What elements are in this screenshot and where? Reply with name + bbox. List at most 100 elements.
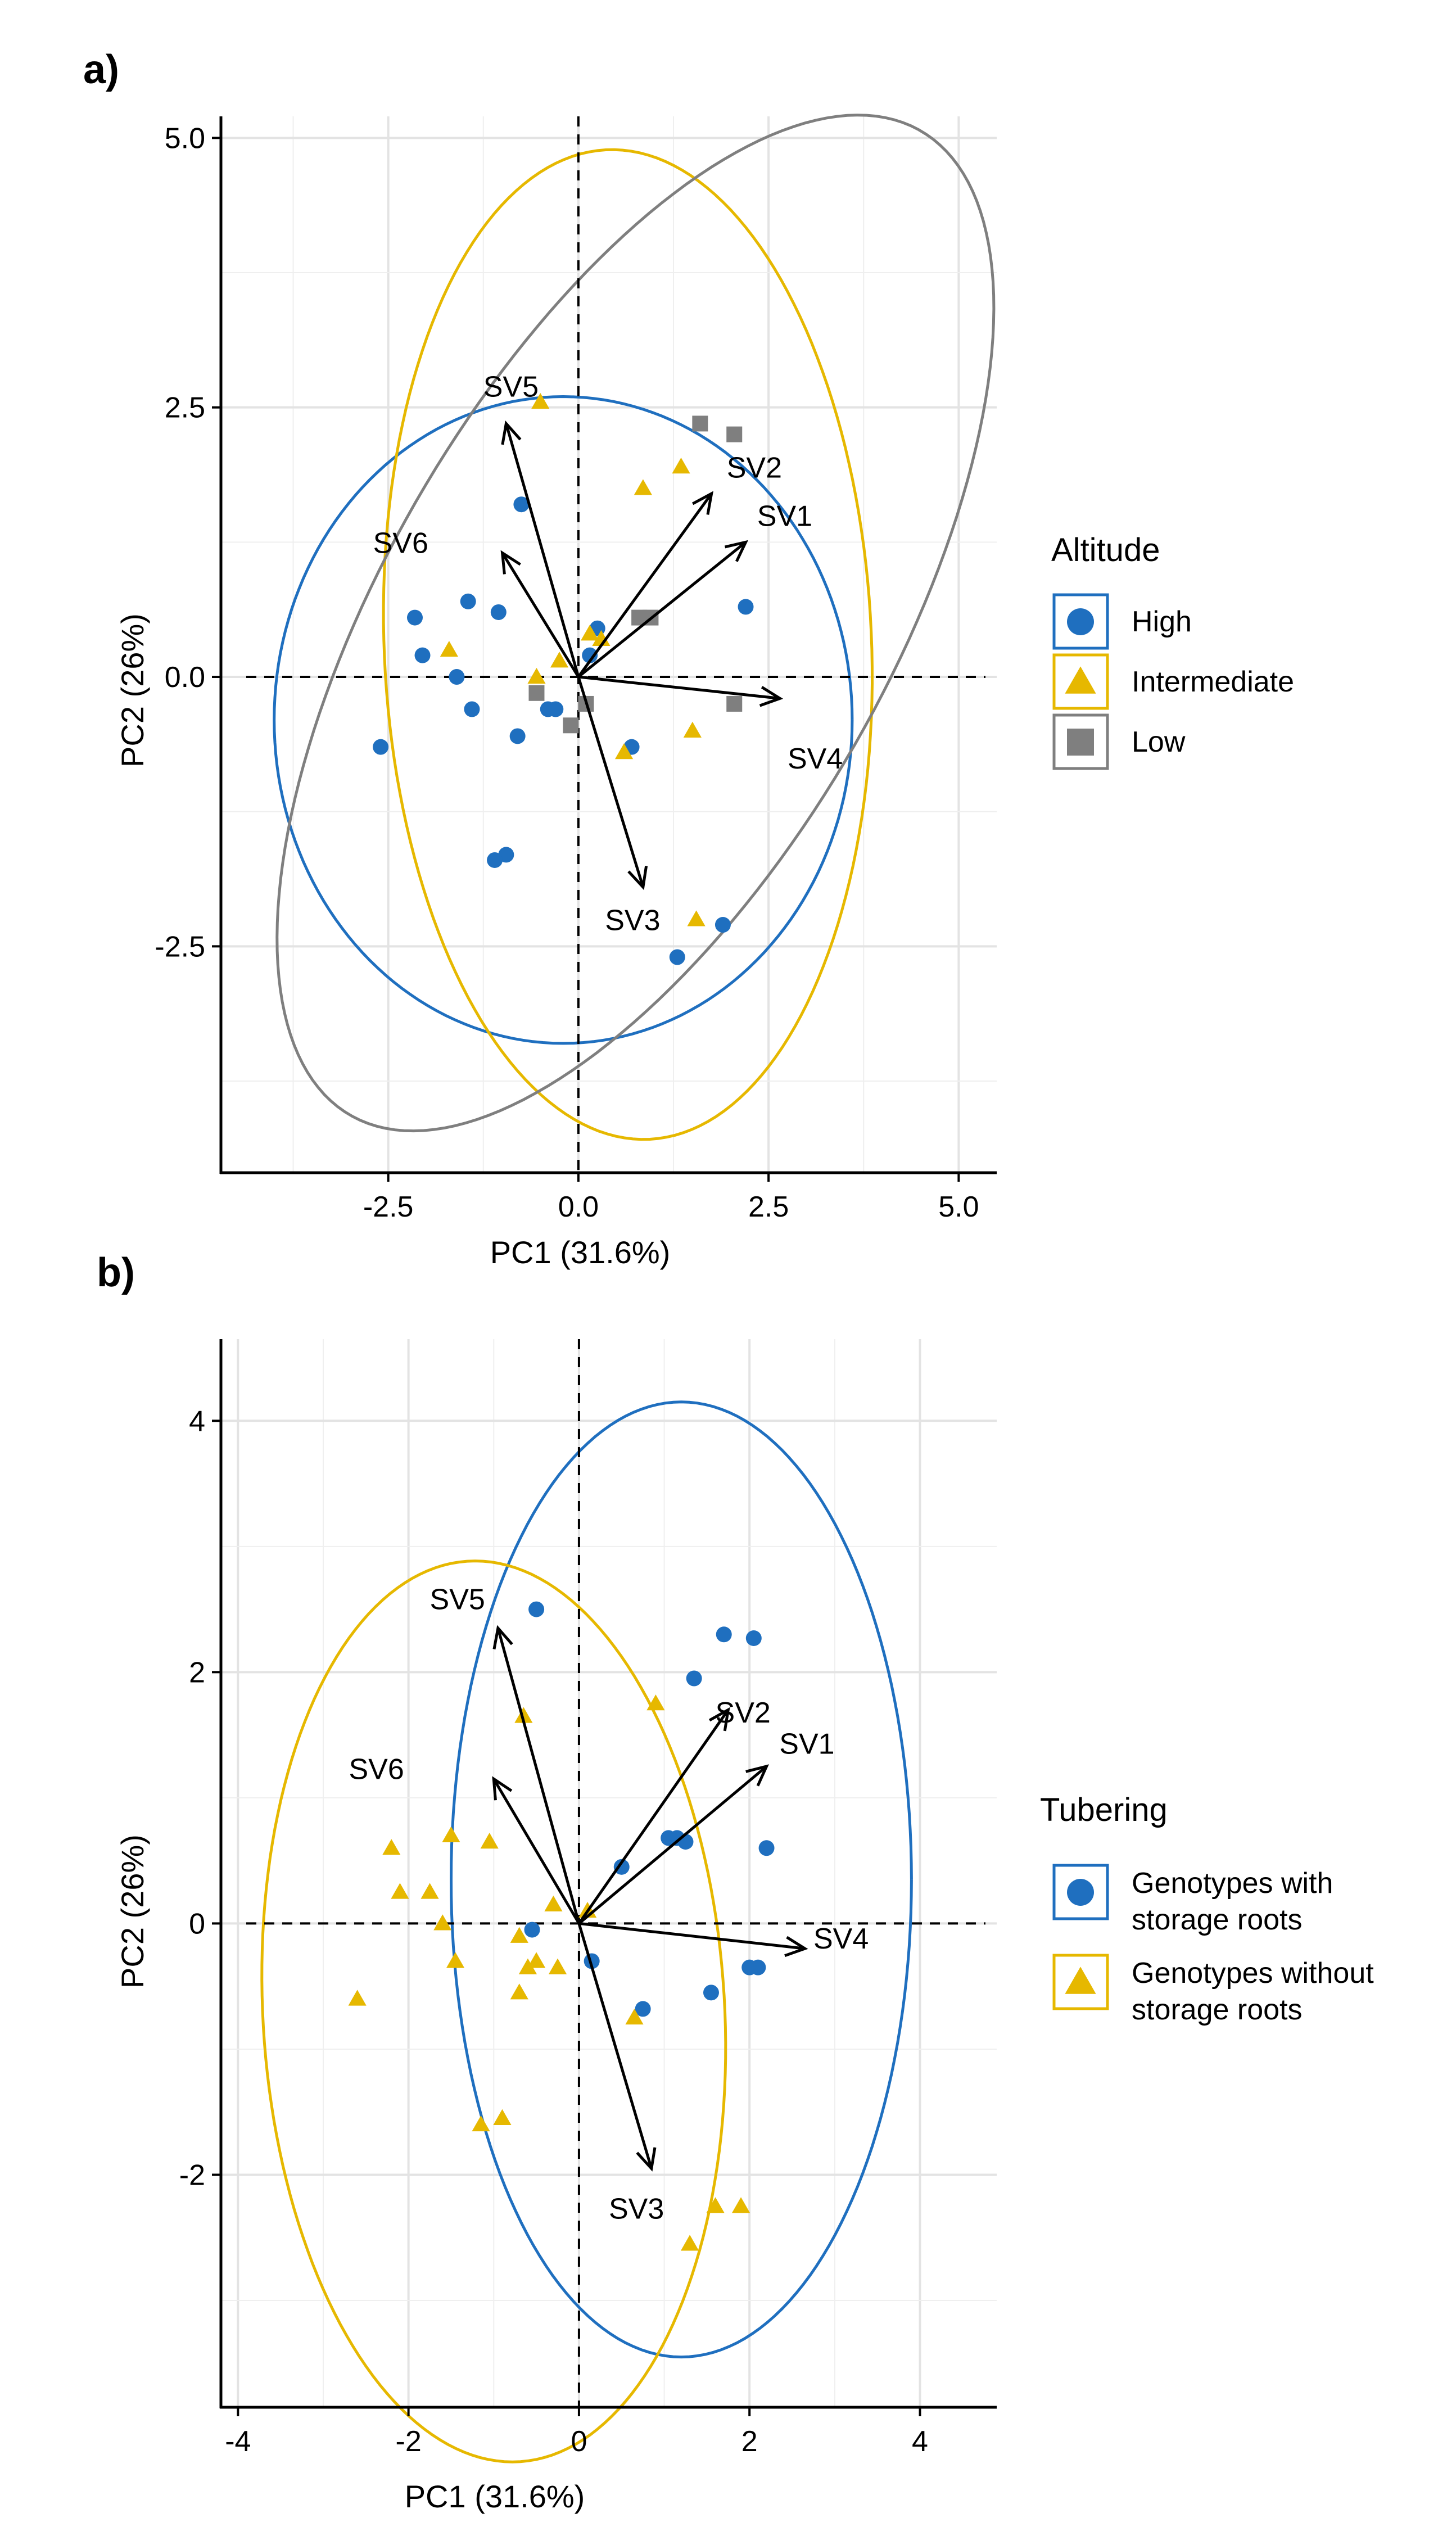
a-legend-key-circle	[1067, 608, 1094, 635]
b-legend-key-triangle	[1065, 1967, 1096, 1994]
b-point-genotypes-with-storage-roots	[677, 1834, 694, 1850]
b-point-genotypes-without-storage-roots	[646, 1694, 665, 1711]
b-point-genotypes-without-storage-roots	[510, 1983, 528, 2000]
b-point-genotypes-without-storage-roots	[420, 1883, 439, 1899]
b-point-genotypes-without-storage-roots	[731, 2197, 750, 2213]
a-point-high	[487, 852, 503, 868]
b-point-genotypes-without-storage-roots	[625, 2008, 644, 2025]
a-point-high	[738, 599, 754, 615]
panel-b-legend-title: Tubering	[1040, 1792, 1168, 1828]
a-point-high	[548, 701, 564, 717]
panel-b-zero-lines	[246, 1339, 985, 2407]
a-point-high	[414, 647, 431, 663]
b-point-genotypes-with-storage-roots	[686, 1670, 702, 1687]
b-point-genotypes-without-storage-roots	[544, 1895, 563, 1911]
b-x-tick-label: 0	[571, 2425, 587, 2458]
b-point-genotypes-without-storage-roots	[493, 2109, 512, 2125]
a-point-high	[715, 917, 731, 933]
panel-a-legend: Altitude High Intermediate Low	[1051, 532, 1294, 770]
a-arrow-sv4	[578, 675, 780, 700]
a-point-low	[726, 695, 743, 712]
panel-a-legend-keys	[1052, 593, 1109, 770]
a-y-tick-label: 2.5	[165, 392, 205, 424]
a-point-intermediate	[581, 625, 599, 641]
panel-b-points	[348, 1601, 775, 2251]
panel-a-label: a)	[83, 47, 119, 92]
b-point-genotypes-without-storage-roots	[548, 1958, 567, 1974]
a-arrow-sv2	[577, 492, 713, 678]
panel-a-legend-title: Altitude	[1051, 532, 1160, 568]
a-loading-label-sv2: SV2	[727, 451, 782, 484]
b-point-genotypes-with-storage-roots	[745, 1630, 762, 1646]
b-loading-label-sv3: SV3	[609, 2193, 664, 2226]
b-arrow-sv5	[496, 1628, 581, 1924]
b-point-genotypes-without-storage-roots	[510, 1927, 528, 1943]
b-x-tick-label: 4	[912, 2425, 928, 2458]
b-point-genotypes-without-storage-roots	[706, 2197, 725, 2213]
a-loading-label-sv5: SV5	[483, 371, 539, 404]
a-point-intermediate	[550, 652, 569, 668]
a-point-high	[490, 604, 507, 620]
a-arrowhead-sv1	[724, 540, 749, 562]
panel-b-y-axis-title: PC2 (26%)	[115, 1834, 150, 1988]
a-point-intermediate	[527, 667, 546, 684]
a-arrowhead-sv5	[501, 420, 522, 445]
a-loading-label-sv6: SV6	[373, 527, 428, 560]
a-point-high	[464, 701, 480, 717]
b-point-genotypes-without-storage-roots	[382, 1839, 401, 1855]
b-legend-key-circle	[1067, 1879, 1094, 1906]
b-point-genotypes-without-storage-roots	[433, 1914, 452, 1931]
b-loading-label-sv6: SV6	[349, 1753, 404, 1785]
legend-label-without-roots-line-2: storage roots	[1132, 1993, 1303, 2026]
a-point-intermediate	[634, 479, 652, 495]
a-point-high	[513, 496, 530, 513]
a-point-high	[582, 647, 598, 663]
b-x-tick-label: 2	[741, 2425, 758, 2458]
panel-a-y-axis-title: PC2 (26%)	[115, 613, 150, 767]
panel-a-loading-arrows: SV1 SV2 SV3 SV4 SV5 SV6	[373, 371, 843, 937]
b-arrowhead-sv5	[492, 1625, 513, 1649]
a-ellipse-intermediate	[382, 148, 874, 1141]
panel-b-ellipses	[260, 1400, 913, 2463]
b-point-genotypes-with-storage-roots	[758, 1840, 775, 1856]
a-point-high	[460, 593, 476, 609]
b-point-genotypes-without-storage-roots	[518, 1958, 537, 1974]
a-point-intermediate	[672, 458, 690, 474]
legend-label-intermediate: Intermediate	[1132, 666, 1294, 698]
b-point-genotypes-without-storage-roots	[348, 1990, 367, 2006]
a-point-high	[373, 739, 389, 755]
a-y-tick-label: -2.5	[155, 930, 205, 963]
b-y-tick-label: -2	[179, 2159, 205, 2191]
b-arrow-sv1	[578, 1765, 768, 1925]
panel-a-x-axis-title: PC1 (31.6%)	[490, 1235, 671, 1270]
a-arrowhead-sv4	[759, 686, 784, 707]
b-point-genotypes-without-storage-roots	[446, 1952, 465, 1968]
legend-label-with-roots-line-2: storage roots	[1132, 1904, 1303, 1936]
b-point-genotypes-without-storage-roots	[480, 1833, 499, 1849]
b-point-genotypes-with-storage-roots	[635, 2001, 651, 2017]
panel-b-legend-keys	[1052, 1864, 1109, 2010]
legend-label-high: High	[1132, 605, 1192, 638]
b-y-tick-label: 0	[189, 1907, 205, 1940]
a-x-tick-label: 5.0	[938, 1191, 979, 1223]
a-arrowhead-sv2	[691, 491, 714, 515]
b-ellipse-genotypes-with-storage-roots	[449, 1400, 913, 2359]
a-arrow-sv5	[504, 423, 580, 677]
a-arrowhead-sv6	[500, 550, 521, 575]
b-arrowhead-sv3	[636, 2147, 657, 2172]
b-point-genotypes-with-storage-roots	[750, 1959, 766, 1976]
a-point-intermediate	[687, 910, 706, 926]
b-arrow-sv3	[577, 1923, 653, 2169]
panel-b-label: b)	[97, 1250, 135, 1295]
panel-a-grid	[221, 116, 997, 1173]
a-point-high	[407, 609, 423, 626]
legend-label-with-roots-line-1: Genotypes with	[1132, 1867, 1333, 1900]
b-point-genotypes-with-storage-roots	[528, 1601, 545, 1617]
a-point-low	[528, 685, 545, 701]
panel-b-axes: -4 -2 0 2 4 -2 0 2 4	[179, 1339, 997, 2458]
b-arrow-sv2	[577, 1708, 730, 1924]
a-point-low	[692, 415, 708, 432]
